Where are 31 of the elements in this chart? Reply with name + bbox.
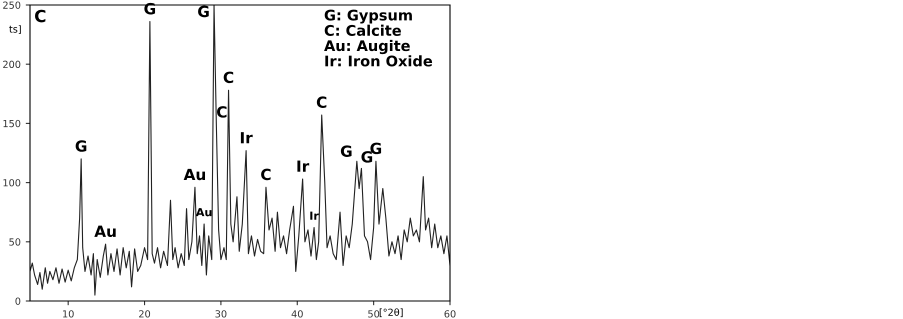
annotation: Ir xyxy=(297,160,310,172)
annotation: C xyxy=(217,106,227,118)
x-tick-label: 20 xyxy=(139,310,150,318)
y-tick-label: 50 xyxy=(9,238,20,246)
annotation: Ir xyxy=(310,212,319,220)
annotation: Au xyxy=(196,208,212,216)
y-tick-label: 200 xyxy=(3,60,20,68)
y-tick-label: 150 xyxy=(3,120,20,128)
annotation: Ir xyxy=(240,132,253,144)
annotation: G xyxy=(76,140,86,152)
annotation: C xyxy=(316,96,326,108)
x-tick-label: 60 xyxy=(444,310,456,318)
annotation: C xyxy=(224,72,234,84)
annotation: G xyxy=(370,142,382,154)
annotation: Au xyxy=(94,226,116,238)
annotation: C xyxy=(35,10,46,22)
annotation: G: Gypsum C: Calcite Au: Augite Ir: Iron Oxide xyxy=(324,10,432,67)
y-tick-label: 100 xyxy=(3,179,20,186)
x-tick-label: 50 xyxy=(368,310,380,318)
annotation: G xyxy=(198,6,209,18)
y-axis-title: ts] xyxy=(9,25,21,34)
annotation: G xyxy=(340,145,352,157)
annotation: C xyxy=(261,168,271,180)
y-tick-label: 0 xyxy=(15,297,20,305)
x-tick-label: 40 xyxy=(292,310,303,318)
x-tick-label: 30 xyxy=(215,310,226,318)
annotation: Au xyxy=(184,168,206,180)
annotation: G xyxy=(361,151,372,163)
y-tick-label: 250 xyxy=(3,1,20,9)
x-tick-label: 10 xyxy=(63,310,74,318)
x-axis-title: [°2θ] xyxy=(380,308,403,318)
